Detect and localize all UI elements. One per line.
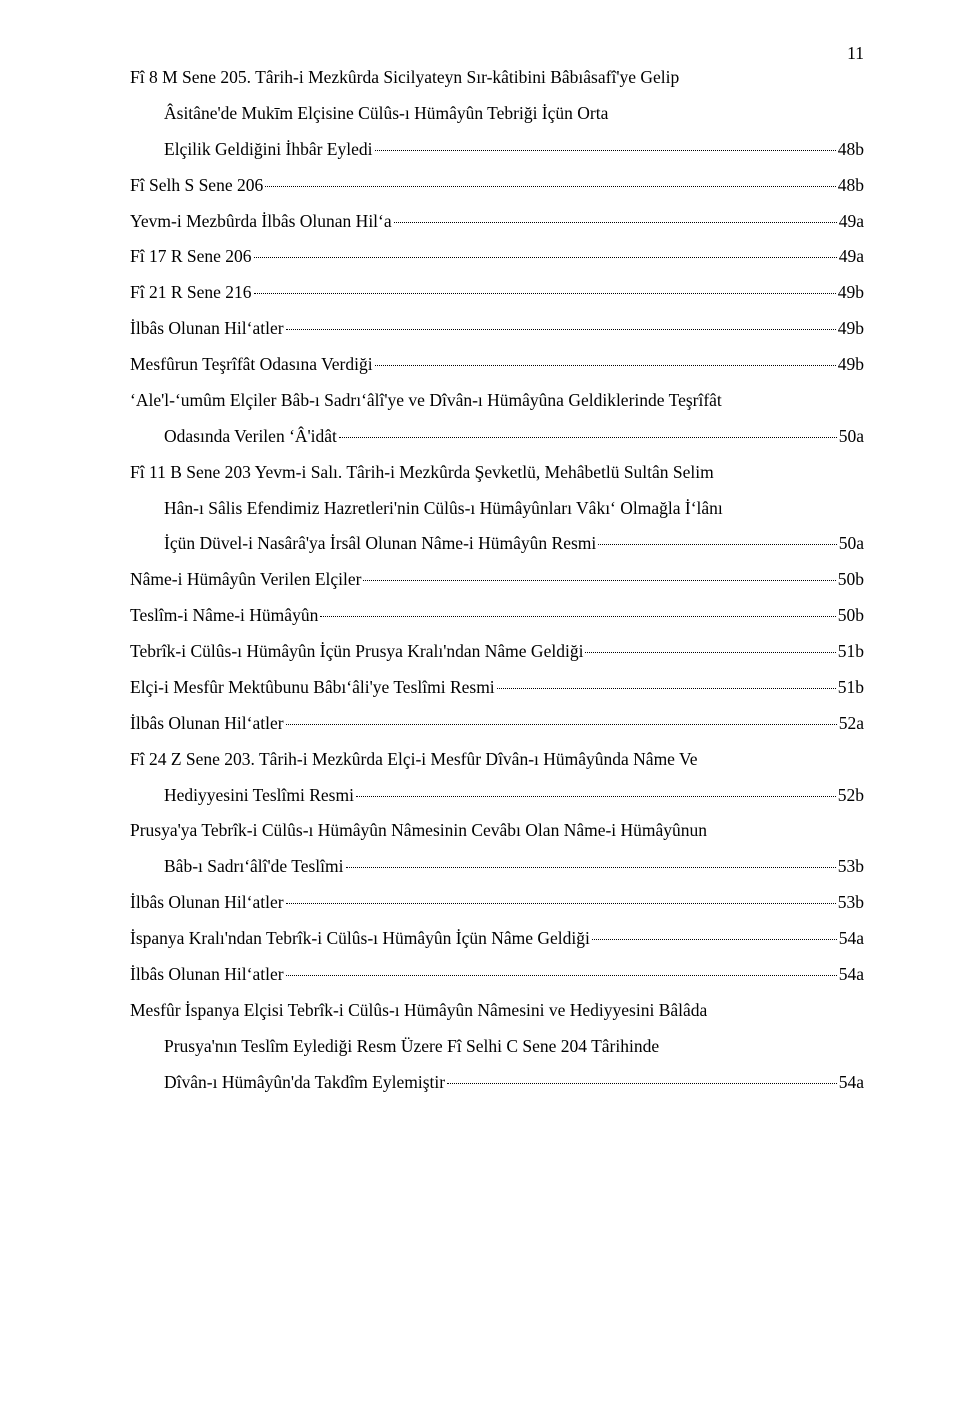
toc-entry-line: Fî 11 B Sene 203 Yevm-i Salı. Târih-i Me… xyxy=(130,455,864,491)
toc-entry-page: 53b xyxy=(838,885,864,921)
toc-entry-lastline: İçün Düvel-i Nasârâ'ya İrsâl Olunan Nâme… xyxy=(130,526,864,562)
toc-entry-line: Fî 24 Z Sene 203. Târih-i Mezkûrda Elçi-… xyxy=(130,742,864,778)
toc-entry-page: 48b xyxy=(838,132,864,168)
toc-entry: ʻAle'l-ʻumûm Elçiler Bâb-ı Sadrıʻâlî'ye … xyxy=(130,383,864,455)
toc-entry: Prusya'ya Tebrîk-i Cülûs-ı Hümâyûn Nâmes… xyxy=(130,813,864,885)
toc-leader-dots xyxy=(592,939,837,940)
toc-leader-dots xyxy=(375,365,836,366)
toc-entry-page: 49a xyxy=(839,239,864,275)
toc-entry: Fî 8 M Sene 205. Târih-i Mezkûrda Sicily… xyxy=(130,60,864,168)
toc-entry-line: Prusya'nın Teslîm Eylediği Resm Üzere Fî… xyxy=(130,1029,864,1065)
toc-leader-dots xyxy=(254,293,836,294)
toc-entry-lastline: Bâb-ı Sadrıʻâlî'de Teslîmi 53b xyxy=(130,849,864,885)
toc-entry-page: 49b xyxy=(838,275,864,311)
toc-entry-text: Teslîm-i Nâme-i Hümâyûn xyxy=(130,598,318,634)
toc-leader-dots xyxy=(286,724,837,725)
toc-entry: Fî 17 R Sene 206 49a xyxy=(130,239,864,275)
toc-entry-page: 54a xyxy=(839,1065,864,1101)
toc-entry-text: Fî 17 R Sene 206 xyxy=(130,239,252,275)
toc-entry: Fî 11 B Sene 203 Yevm-i Salı. Târih-i Me… xyxy=(130,455,864,563)
toc-entry-line: ʻAle'l-ʻumûm Elçiler Bâb-ı Sadrıʻâlî'ye … xyxy=(130,383,864,419)
toc-entry-lastline: Elçilik Geldiğini İhbâr Eyledi 48b xyxy=(130,132,864,168)
toc-entry-text: Mesfûrun Teşrîfât Odasına Verdiği xyxy=(130,347,373,383)
toc-entry: Fî 24 Z Sene 203. Târih-i Mezkûrda Elçi-… xyxy=(130,742,864,814)
toc-entry-page: 50b xyxy=(838,562,864,598)
toc-entry: Tebrîk-i Cülûs-ı Hümâyûn İçün Prusya Kra… xyxy=(130,634,864,670)
toc-entry-text: Odasında Verilen ʻÂ'idât xyxy=(164,419,337,455)
toc-entry: Mesfûr İspanya Elçisi Tebrîk-i Cülûs-ı H… xyxy=(130,993,864,1101)
toc-entry-text: Tebrîk-i Cülûs-ı Hümâyûn İçün Prusya Kra… xyxy=(130,634,583,670)
toc-entry-page: 53b xyxy=(838,849,864,885)
page-number: 11 xyxy=(847,36,864,72)
toc-entry-text: İlbâs Olunan Hilʻatler xyxy=(130,957,284,993)
toc-entry-page: 50b xyxy=(838,598,864,634)
toc-entry-page: 51b xyxy=(838,634,864,670)
toc-entry-page: 52b xyxy=(838,778,864,814)
toc-entry: Nâme-i Hümâyûn Verilen Elçiler 50b xyxy=(130,562,864,598)
toc-entry-page: 50a xyxy=(839,419,864,455)
toc-entry-text: Fî Selh S Sene 206 xyxy=(130,168,263,204)
toc-entry-text: Hediyyesini Teslîmi Resmi xyxy=(164,778,354,814)
toc-entry-lastline: Dîvân-ı Hümâyûn'da Takdîm Eylemiştir 54a xyxy=(130,1065,864,1101)
toc-entry-text: Elçilik Geldiğini İhbâr Eyledi xyxy=(164,132,373,168)
toc-entry: Teslîm-i Nâme-i Hümâyûn 50b xyxy=(130,598,864,634)
toc-entry: İlbâs Olunan Hilʻatler 49b xyxy=(130,311,864,347)
toc-entry: Fî 21 R Sene 216 49b xyxy=(130,275,864,311)
toc-leader-dots xyxy=(356,796,836,797)
toc-leader-dots xyxy=(265,186,836,187)
toc-entry-line: Fî 8 M Sene 205. Târih-i Mezkûrda Sicily… xyxy=(130,60,864,96)
toc-leader-dots xyxy=(497,688,836,689)
toc-entry-line: Âsitâne'de Mukīm Elçisine Cülûs-ı Hümâyû… xyxy=(130,96,864,132)
toc-entry-line: Prusya'ya Tebrîk-i Cülûs-ı Hümâyûn Nâmes… xyxy=(130,813,864,849)
toc-leader-dots xyxy=(394,222,837,223)
toc-leader-dots xyxy=(375,150,836,151)
toc-leader-dots xyxy=(286,329,836,330)
toc-entry-text: İlbâs Olunan Hilʻatler xyxy=(130,311,284,347)
toc-leader-dots xyxy=(286,975,837,976)
table-of-contents: Fî 8 M Sene 205. Târih-i Mezkûrda Sicily… xyxy=(130,60,864,1100)
toc-entry-page: 54a xyxy=(839,921,864,957)
toc-entry-page: 49b xyxy=(838,311,864,347)
toc-leader-dots xyxy=(598,544,836,545)
toc-entry-text: İlbâs Olunan Hilʻatler xyxy=(130,706,284,742)
toc-entry: Elçi-i Mesfûr Mektûbunu Bâbıʻâli'ye Tesl… xyxy=(130,670,864,706)
toc-entry-page: 50a xyxy=(839,526,864,562)
toc-entry: İspanya Kralı'ndan Tebrîk-i Cülûs-ı Hümâ… xyxy=(130,921,864,957)
toc-entry-page: 49a xyxy=(839,204,864,240)
toc-entry-text: Nâme-i Hümâyûn Verilen Elçiler xyxy=(130,562,361,598)
toc-entry: İlbâs Olunan Hilʻatler 53b xyxy=(130,885,864,921)
toc-leader-dots xyxy=(363,580,835,581)
toc-leader-dots xyxy=(320,616,835,617)
toc-leader-dots xyxy=(346,867,836,868)
toc-entry-page: 54a xyxy=(839,957,864,993)
toc-entry-text: İlbâs Olunan Hilʻatler xyxy=(130,885,284,921)
toc-entry-text: Yevm-i Mezbûrda İlbâs Olunan Hilʻa xyxy=(130,204,392,240)
toc-entry-text: Elçi-i Mesfûr Mektûbunu Bâbıʻâli'ye Tesl… xyxy=(130,670,495,706)
toc-entry-text: İçün Düvel-i Nasârâ'ya İrsâl Olunan Nâme… xyxy=(164,526,596,562)
toc-leader-dots xyxy=(254,257,837,258)
toc-entry: Mesfûrun Teşrîfât Odasına Verdiği 49b xyxy=(130,347,864,383)
toc-entry-page: 51b xyxy=(838,670,864,706)
toc-leader-dots xyxy=(286,903,836,904)
toc-entry: Fî Selh S Sene 206 48b xyxy=(130,168,864,204)
toc-entry-text: Fî 21 R Sene 216 xyxy=(130,275,252,311)
toc-entry: İlbâs Olunan Hilʻatler 54a xyxy=(130,957,864,993)
toc-leader-dots xyxy=(585,652,835,653)
toc-leader-dots xyxy=(447,1083,837,1084)
toc-entry-page: 49b xyxy=(838,347,864,383)
toc-entry-text: İspanya Kralı'ndan Tebrîk-i Cülûs-ı Hümâ… xyxy=(130,921,590,957)
toc-leader-dots xyxy=(339,437,837,438)
document-page: 11 Fî 8 M Sene 205. Târih-i Mezkûrda Sic… xyxy=(0,0,960,1421)
toc-entry-line: Hân-ı Sâlis Efendimiz Hazretleri'nin Cül… xyxy=(130,491,864,527)
toc-entry-lastline: Hediyyesini Teslîmi Resmi 52b xyxy=(130,778,864,814)
toc-entry-line: Mesfûr İspanya Elçisi Tebrîk-i Cülûs-ı H… xyxy=(130,993,864,1029)
toc-entry-lastline: Odasında Verilen ʻÂ'idât 50a xyxy=(130,419,864,455)
toc-entry-page: 52a xyxy=(839,706,864,742)
toc-entry: Yevm-i Mezbûrda İlbâs Olunan Hilʻa 49a xyxy=(130,204,864,240)
toc-entry: İlbâs Olunan Hilʻatler 52a xyxy=(130,706,864,742)
toc-entry-page: 48b xyxy=(838,168,864,204)
toc-entry-text: Bâb-ı Sadrıʻâlî'de Teslîmi xyxy=(164,849,344,885)
toc-entry-text: Dîvân-ı Hümâyûn'da Takdîm Eylemiştir xyxy=(164,1065,445,1101)
